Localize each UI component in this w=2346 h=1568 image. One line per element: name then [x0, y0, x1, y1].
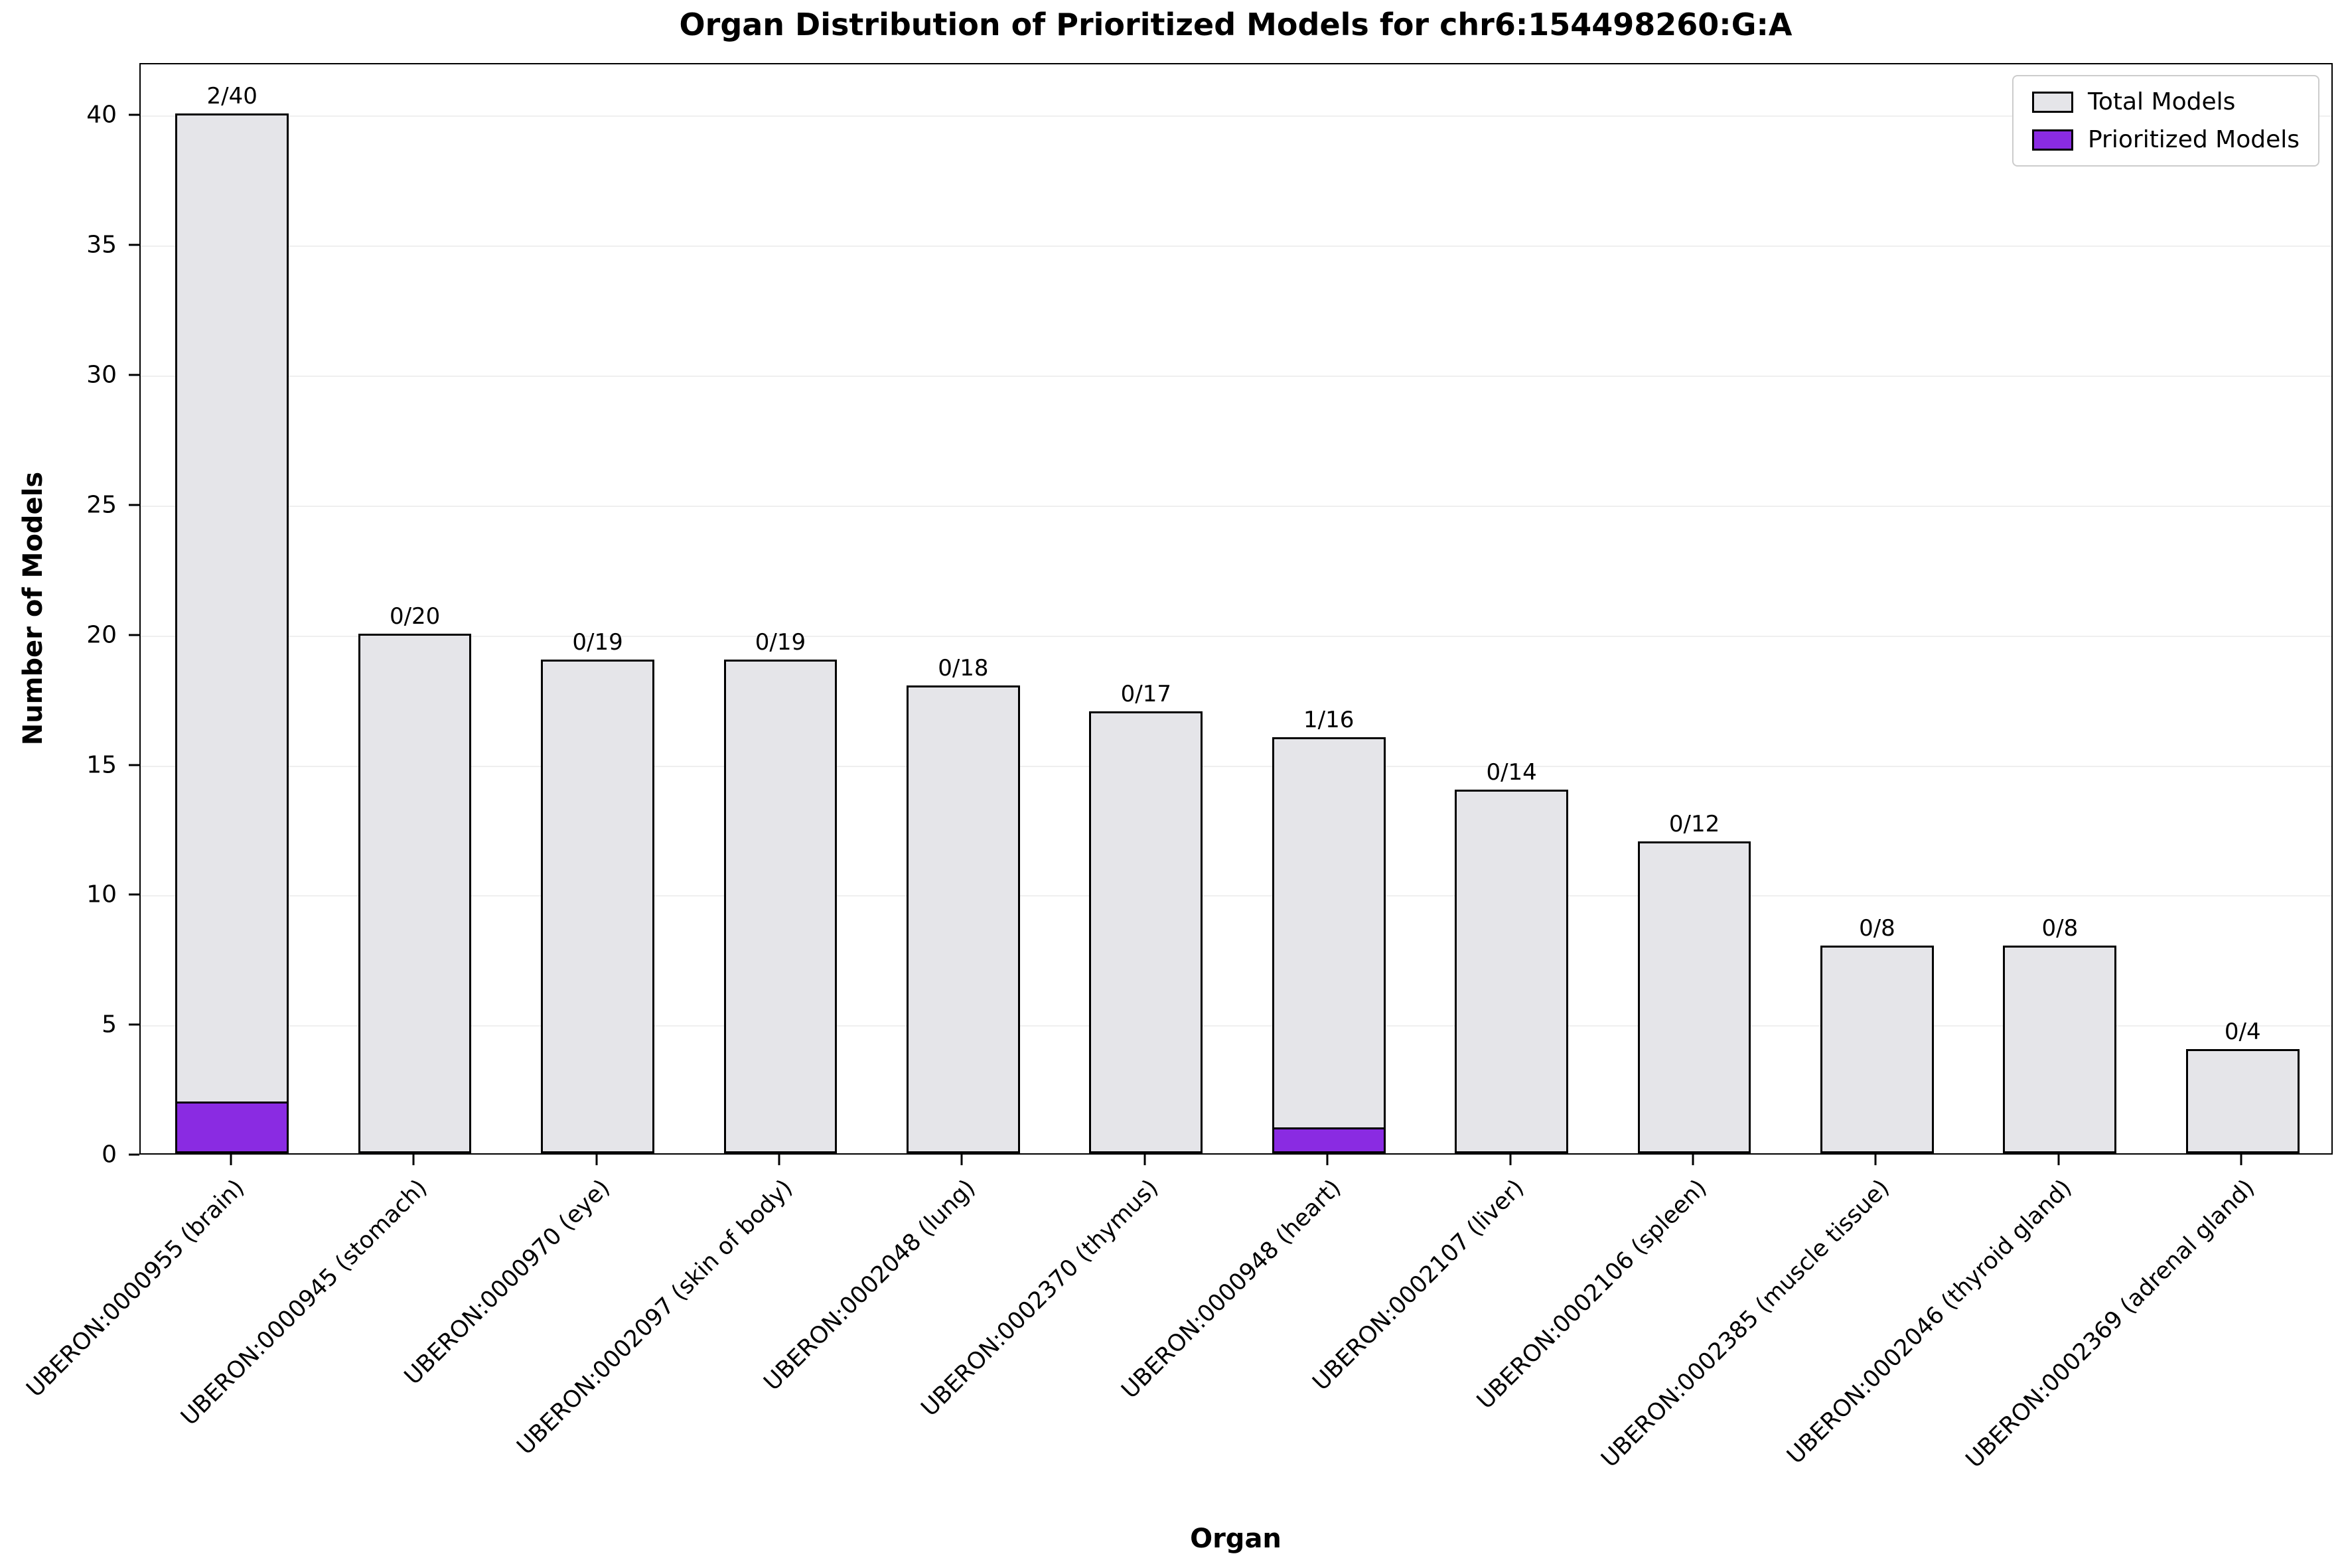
bar-value-label: 0/8: [2041, 914, 2079, 942]
y-tick-mark: [129, 374, 139, 376]
total-bar: [358, 633, 472, 1153]
x-tick-label: UBERON:0002048 (lung): [759, 1175, 981, 1396]
legend-swatch-total-models: [2031, 91, 2073, 113]
x-axis-label: Organ: [1190, 1524, 1282, 1554]
y-tick-mark: [129, 893, 139, 896]
gridline: [141, 765, 2331, 767]
x-tick-mark: [2057, 1155, 2060, 1165]
bar-value-label: 1/16: [1303, 707, 1355, 734]
total-bar: [2185, 1049, 2300, 1153]
total-bar: [1272, 737, 1386, 1153]
chart-title: Organ Distribution of Prioritized Models…: [679, 7, 1793, 42]
x-tick-mark: [1326, 1155, 1329, 1165]
y-tick-label: 35: [86, 231, 117, 259]
total-bar: [1089, 711, 1203, 1153]
bar-value-label: 0/4: [2224, 1019, 2261, 1046]
y-tick-mark: [129, 1023, 139, 1026]
x-tick-mark: [1874, 1155, 1877, 1165]
x-tick-label: UBERON:0000955 (brain): [21, 1175, 250, 1403]
prioritized-bar: [1272, 1127, 1386, 1153]
bar-value-label: 0/19: [755, 628, 806, 656]
x-tick-mark: [1509, 1155, 1512, 1165]
gridline: [141, 115, 2331, 117]
gridline: [141, 505, 2331, 507]
x-tick-mark: [595, 1155, 598, 1165]
y-tick-mark: [129, 764, 139, 766]
total-bar: [723, 659, 838, 1153]
y-axis: 0 5 10 15 20 25 30 35 40: [0, 63, 139, 1169]
gridline: [141, 376, 2331, 377]
y-tick-mark: [129, 113, 139, 116]
prioritized-bar: [175, 1101, 289, 1153]
x-tick-mark: [960, 1155, 963, 1165]
total-bar: [2003, 945, 2117, 1153]
total-bar: [541, 659, 654, 1153]
bar-value-label: 0/14: [1486, 758, 1537, 786]
legend-entry-prioritized-models: Prioritized Models: [2031, 126, 2300, 153]
bar-value-label: 0/18: [938, 655, 989, 681]
y-tick-label: 20: [86, 621, 117, 649]
x-tick-label: UBERON:0000970 (eye): [399, 1175, 615, 1391]
total-bar: [1637, 841, 1751, 1153]
total-bar: [906, 685, 1020, 1153]
x-tick-mark: [1692, 1155, 1694, 1165]
gridline: [141, 635, 2331, 637]
total-bar: [175, 113, 289, 1153]
legend-label-prioritized-models: Prioritized Models: [2087, 126, 2300, 153]
x-tick-mark: [1143, 1155, 1146, 1165]
y-tick-mark: [129, 634, 139, 636]
x-tick-label: UBERON:0002385 (muscle tissue): [1596, 1175, 1895, 1473]
y-tick-label: 25: [86, 491, 117, 519]
y-tick-label: 0: [102, 1141, 117, 1169]
x-tick-mark: [778, 1155, 780, 1165]
legend-swatch-prioritized-models: [2031, 129, 2073, 151]
y-tick-label: 10: [86, 881, 117, 908]
x-tick-label: UBERON:0002107 (liver): [1307, 1175, 1529, 1396]
x-tick-label: UBERON:0002046 (thyroid gland): [1782, 1175, 2078, 1470]
bar-value-label: 0/17: [1120, 681, 1171, 708]
x-tick-mark: [412, 1155, 415, 1165]
y-tick-label: 15: [86, 751, 117, 778]
y-tick-mark: [129, 244, 139, 246]
x-tick-mark: [230, 1155, 232, 1165]
y-tick-mark: [129, 1153, 139, 1156]
total-bar: [1455, 789, 1568, 1153]
bar-value-label: 0/8: [1859, 914, 1895, 942]
bar-value-label: 0/20: [389, 603, 441, 630]
bar-value-label: 0/19: [572, 628, 623, 656]
bar-value-label: 2/40: [206, 83, 257, 110]
x-tick-label: UBERON:0000948 (heart): [1116, 1175, 1347, 1404]
y-tick-label: 30: [86, 361, 117, 389]
plot-area: Total Models Prioritized Models 2/40 0/20…: [139, 63, 2333, 1155]
gridline: [141, 895, 2331, 897]
gridline: [141, 246, 2331, 248]
y-tick-label: 40: [86, 101, 117, 129]
gridline: [141, 1025, 2331, 1027]
x-axis: UBERON:0000955 (brain) UBERON:0000945 (st…: [21, 1155, 2333, 1553]
legend-entry-total-models: Total Models: [2031, 88, 2300, 115]
x-tick-label: UBERON:0002369 (adrenal gland): [1961, 1175, 2260, 1474]
legend-label-total-models: Total Models: [2087, 88, 2236, 115]
total-bar: [1820, 945, 1934, 1153]
y-tick-label: 5: [102, 1011, 117, 1038]
x-tick-mark: [2240, 1155, 2242, 1165]
legend: Total Models Prioritized Models: [2012, 75, 2319, 167]
y-tick-mark: [129, 504, 139, 506]
bar-value-label: 0/12: [1668, 811, 1720, 837]
